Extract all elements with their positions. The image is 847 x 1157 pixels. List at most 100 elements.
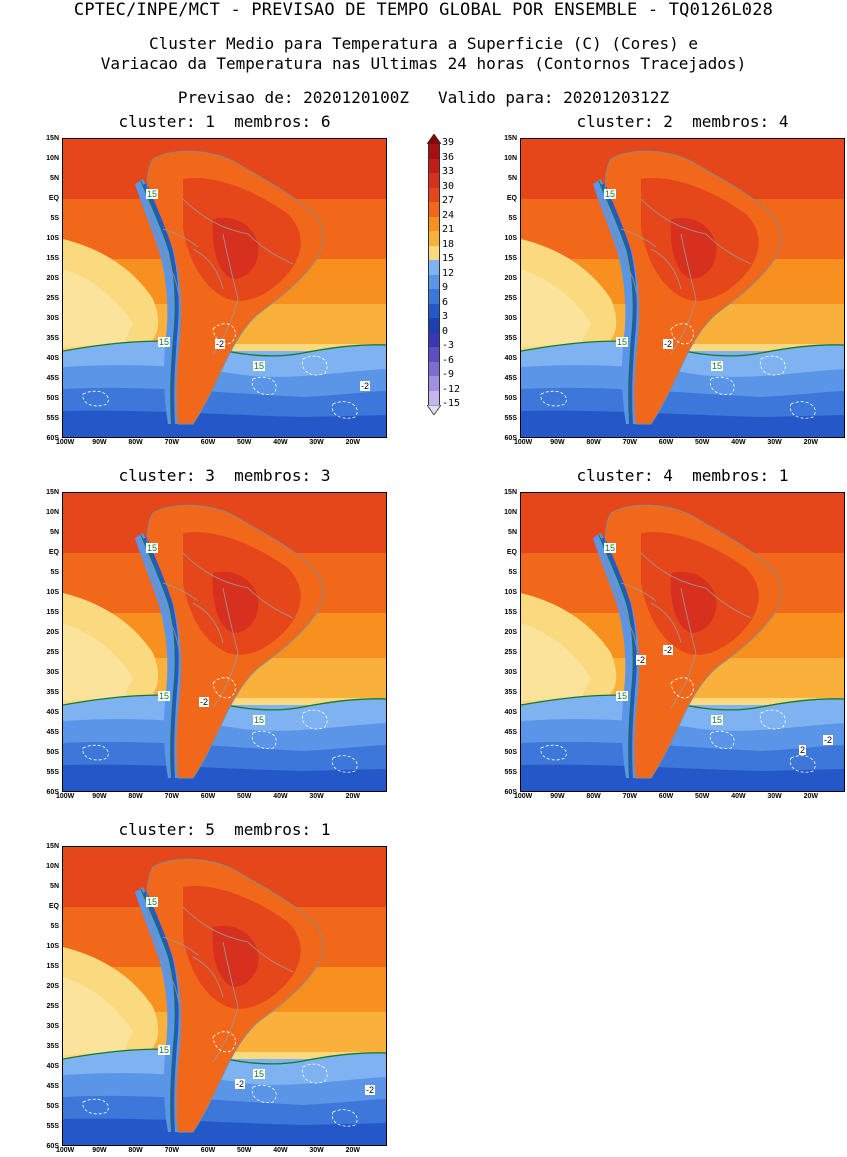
legend-label: 6 [442, 296, 449, 308]
lat-tick-label: 55S [46, 1123, 59, 1130]
legend-color-box [428, 289, 440, 304]
lon-tick-label: 60W [200, 439, 216, 446]
contour-label-15: 15 [158, 691, 171, 701]
contour-label-change: -2 [235, 1079, 246, 1089]
lat-tick-label: 30S [46, 315, 59, 322]
lon-tick-label: 90W [550, 793, 565, 800]
lat-tick-label: 10N [504, 155, 517, 162]
lon-tick-label: 70W [164, 793, 179, 800]
lat-tick-label: 15N [504, 489, 517, 496]
lat-tick-label: 5N [50, 529, 59, 536]
lat-tick-label: 20S [504, 629, 517, 636]
lat-tick-label: 45S [46, 375, 59, 382]
temperature-map [63, 847, 386, 1145]
lat-tick-label: EQ [506, 195, 517, 202]
lat-tick-label: 5S [50, 923, 59, 930]
lat-tick-label: 45S [46, 729, 59, 736]
lon-tick-label: 100W [56, 793, 75, 800]
lat-tick-label: EQ [48, 903, 59, 910]
legend-color-box [428, 216, 440, 231]
legend-arrow-top [427, 134, 441, 144]
legend-color-box [428, 158, 440, 173]
contour-label-15: 15 [146, 543, 159, 553]
lat-tick-label: 55S [504, 769, 517, 776]
lon-tick-label: 40W [273, 793, 288, 800]
legend-label: -15 [442, 398, 461, 409]
lon-tick-label: 50W [237, 1147, 252, 1154]
contour-label-15: 15 [711, 361, 724, 371]
lon-tick-label: 20W [345, 439, 360, 446]
lat-tick-label: 30S [504, 315, 517, 322]
lon-tick-label: 30W [767, 439, 782, 446]
legend-label: 30 [442, 180, 455, 192]
contour-label-15: 15 [711, 715, 724, 725]
legend-label: -12 [442, 383, 461, 395]
legend-label: 15 [442, 253, 455, 264]
contour-label-change: -2 [663, 645, 674, 655]
contour-label-15: 15 [158, 337, 171, 347]
lat-tick-label: 40S [46, 1063, 59, 1070]
lon-tick-label: 20W [345, 793, 360, 800]
contour-label-change: -2 [360, 381, 371, 391]
temperature-map [63, 493, 386, 791]
legend-label: 36 [442, 151, 455, 163]
lon-tick-label: 70W [622, 793, 637, 800]
lat-tick-label: EQ [48, 549, 59, 556]
lat-tick-label: 40S [46, 709, 59, 716]
lat-tick-label: 5N [508, 529, 517, 536]
lon-tick-label: 60W [200, 793, 216, 800]
legend-color-box [428, 303, 440, 318]
lat-tick-label: 60S [504, 789, 517, 796]
panel-title-cluster-2: cluster: 2 membros: 4 [576, 112, 789, 131]
temperature-map [521, 493, 844, 791]
lon-tick-label: 20W [803, 439, 818, 446]
legend-color-box [428, 361, 440, 376]
lat-tick-label: 25S [46, 1003, 59, 1010]
lat-tick-label: 35S [504, 335, 517, 342]
lat-tick-label: 15N [46, 135, 59, 142]
temperature-map [521, 139, 844, 437]
lon-tick-label: 60W [658, 793, 674, 800]
lat-tick-label: 40S [504, 709, 517, 716]
contour-label-change: -2 [199, 697, 210, 707]
lat-tick-label: 50S [46, 749, 59, 756]
lat-tick-label: 5S [508, 569, 517, 576]
panel-title-cluster-1: cluster: 1 membros: 6 [118, 112, 331, 131]
lat-tick-label: 55S [504, 415, 517, 422]
lat-tick-label: 20S [46, 275, 59, 282]
lat-tick-label: 15S [504, 255, 517, 262]
contour-label-15: 15 [604, 189, 617, 199]
legend-color-box [428, 390, 440, 405]
temperature-map [63, 139, 386, 437]
lat-tick-label: 20S [504, 275, 517, 282]
contour-label-15: 15 [253, 715, 266, 725]
lon-tick-label: 50W [237, 793, 252, 800]
legend-color-box [428, 332, 440, 347]
map-panel-cluster-1: 15 15 15 -2 -2 [62, 138, 387, 438]
lat-tick-label: 10S [46, 589, 59, 596]
legend-label: -9 [442, 369, 455, 380]
lat-tick-label: 10S [504, 589, 517, 596]
lat-tick-label: 45S [504, 729, 517, 736]
contour-label-change: 2 [799, 745, 807, 755]
contour-label-15: 15 [146, 189, 159, 199]
lon-tick-label: 80W [128, 439, 143, 446]
lon-tick-label: 40W [273, 1147, 288, 1154]
lat-tick-label: 25S [504, 649, 517, 656]
lon-tick-label: 70W [164, 1147, 179, 1154]
lat-tick-label: 10N [46, 509, 59, 516]
lat-tick-label: 5N [50, 175, 59, 182]
lat-tick-label: 20S [46, 629, 59, 636]
legend-label: 27 [442, 195, 455, 206]
lat-tick-label: 40S [46, 355, 59, 362]
lat-tick-label: 60S [46, 1143, 59, 1150]
contour-label-15: 15 [146, 897, 159, 907]
contour-label-change: -2 [823, 735, 834, 745]
lat-tick-label: 50S [504, 395, 517, 402]
legend-color-box [428, 173, 440, 188]
lat-tick-label: EQ [48, 195, 59, 202]
legend-label: 21 [442, 224, 455, 235]
lat-tick-label: 30S [504, 669, 517, 676]
lat-tick-label: 10N [504, 509, 517, 516]
lon-tick-label: 100W [514, 793, 533, 800]
